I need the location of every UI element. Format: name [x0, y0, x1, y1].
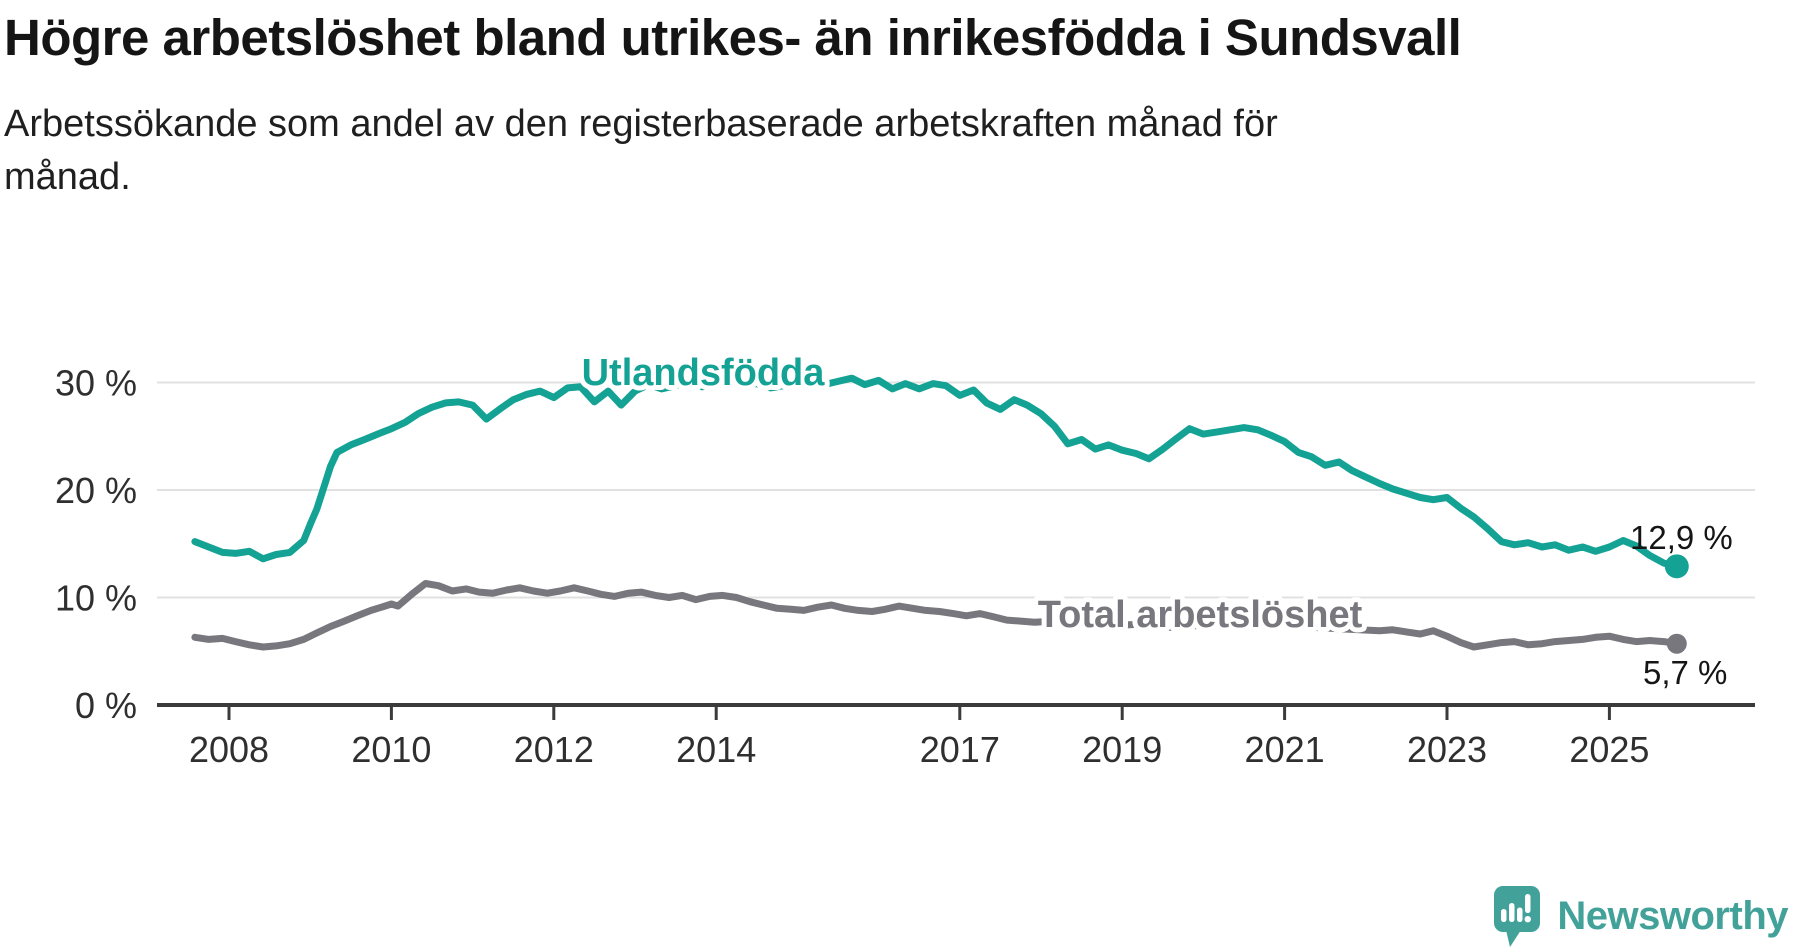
subtitle-line-1: Arbetssökande som andel av den registerb… [4, 102, 1278, 145]
chart-title: Högre arbetslöshet bland utrikes- än inr… [4, 9, 1462, 66]
x-tick-label: 2014 [676, 729, 756, 770]
x-tick-label: 2010 [351, 729, 431, 770]
series-end-dot [1664, 554, 1689, 579]
series-inline-label: Total arbetslöshet [1038, 594, 1363, 636]
y-tick-label: 20 % [55, 470, 137, 511]
subtitle-line-2: månad. [4, 155, 131, 198]
x-tick-label: 2023 [1407, 729, 1487, 770]
series-line-utlandsfodda [191, 374, 1681, 570]
y-tick-label: 10 % [55, 578, 137, 619]
y-tick-label: 30 % [55, 363, 137, 404]
x-tick-label: 2019 [1082, 729, 1162, 770]
chart-header: Högre arbetslöshet bland utrikes- än inr… [4, 6, 1796, 204]
x-tick-label: 2021 [1245, 729, 1325, 770]
series-end-dot [1666, 633, 1687, 654]
x-tick-label: 2012 [514, 729, 594, 770]
newsworthy-logo-text: Newsworthy [1557, 893, 1788, 938]
newsworthy-logo-icon [1494, 885, 1541, 947]
newsworthy-branding: Newsworthy [1493, 884, 1788, 948]
x-tick-label: 2017 [920, 729, 1000, 770]
series-end-value-label: 12,9 % [1630, 519, 1733, 556]
x-tick-label: 2008 [189, 729, 269, 770]
series-line-total [191, 580, 1681, 651]
x-tick-label: 2025 [1569, 729, 1649, 770]
series-end-value-label: 5,7 % [1643, 654, 1727, 691]
series-inline-label: Utlandsfödda [582, 352, 826, 394]
chart-subtitle: Arbetssökande som andel av den registerb… [4, 98, 1796, 204]
y-tick-label: 0 % [75, 685, 137, 726]
